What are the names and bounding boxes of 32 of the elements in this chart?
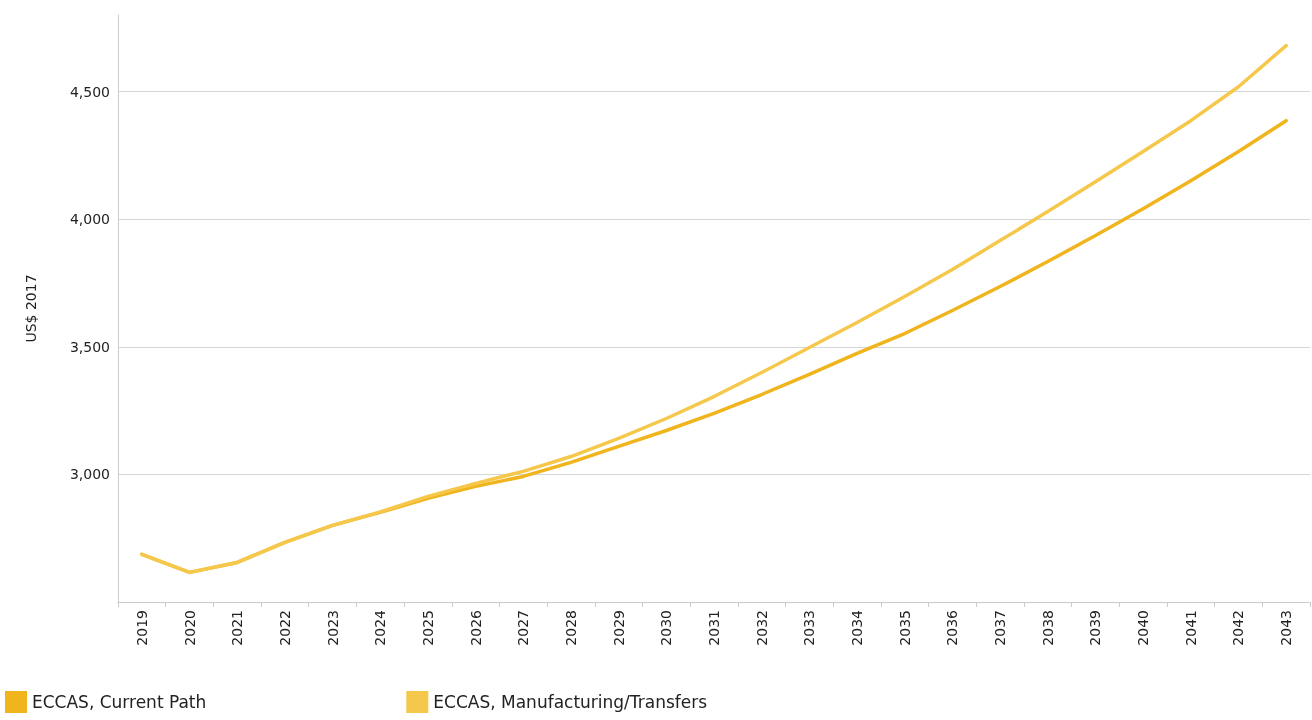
x-tick-label: 2033 [801,610,818,646]
x-tick-label: 2030 [658,610,675,646]
legend-label: ECCAS, Manufacturing/Transfers [433,692,708,712]
x-tick-label: 2023 [324,610,341,646]
x-tick-label: 2043 [1278,610,1295,646]
y-tick-label: 4,000 [69,211,110,228]
x-tick-label: 2029 [610,610,627,646]
x-tick-label: 2032 [753,610,770,646]
x-tick-label: 2031 [706,610,722,646]
x-tick-label: 2034 [849,609,866,646]
x-tick-label: 2041 [1182,610,1199,646]
x-tick-label: 2040 [1135,610,1152,646]
x-tick-label: 2037 [992,610,1009,646]
y-tick-label: 3,000 [69,466,110,483]
x-tick-label: 2036 [944,609,961,646]
legend-label: ECCAS, Current Path [32,692,207,712]
x-tick-label: 2028 [562,610,579,646]
x-tick-label: 2026 [467,609,484,646]
x-tick-label: 2035 [896,610,913,646]
x-tick-label: 2025 [419,610,436,646]
x-tick-label: 2027 [515,610,532,646]
x-tick-label: 2042 [1230,610,1247,646]
x-tick-label: 2019 [133,610,150,646]
y-axis-title: US$ 2017 [23,274,39,343]
x-tick-label: 2020 [181,610,198,646]
x-tick-label: 2022 [276,610,293,646]
x-tick-label: 2021 [229,610,246,646]
x-tick-label: 2024 [372,609,389,646]
x-tick-label: 2038 [1039,610,1056,646]
y-tick-label: 3,500 [69,338,110,355]
y-tick-label: 4,500 [69,83,110,100]
x-tick-label: 2039 [1087,610,1104,646]
